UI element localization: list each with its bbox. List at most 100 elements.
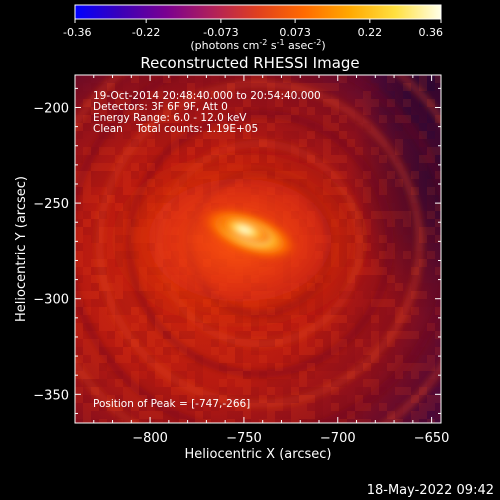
pixel-cell (171, 355, 179, 363)
pixel-cell (299, 339, 307, 347)
pixel-cell (75, 179, 83, 187)
pixel-cell (219, 395, 227, 403)
pixel-cell (395, 411, 403, 419)
pixel-cell (387, 195, 395, 203)
pixel-cell (139, 115, 147, 123)
pixel-cell (115, 411, 123, 419)
pixel-cell (323, 115, 331, 123)
x-tick-label: −700 (320, 431, 356, 446)
pixel-cell (403, 251, 411, 259)
pixel-cell (139, 331, 147, 339)
pixel-cell (291, 115, 299, 123)
flare-source (200, 206, 299, 261)
pixel-cell (363, 363, 371, 371)
pixel-cell (235, 379, 243, 387)
colorbar-units: (photons cm-2 s-1 asec-2) (190, 38, 325, 52)
pixel-cell (203, 91, 211, 99)
pixel-cell (379, 339, 387, 347)
pixel-cell (235, 83, 243, 91)
pixel-cell (331, 115, 339, 123)
pixel-cell (331, 363, 339, 371)
pixel-cell (171, 331, 179, 339)
pixel-cell (83, 147, 91, 155)
pixel-cell (347, 99, 355, 107)
pixel-cell (419, 163, 427, 171)
pixel-cell (155, 155, 163, 163)
pixel-cell (427, 139, 435, 147)
pixel-cell (291, 411, 299, 419)
info-line-time: 19-Oct-2014 20:48:40.000 to 20:54:40.000 (93, 90, 321, 102)
pixel-cell (91, 363, 99, 371)
pixel-cell (379, 243, 387, 251)
pixel-cell (307, 363, 315, 371)
pixel-cell (195, 91, 203, 99)
pixel-cell (379, 283, 387, 291)
pixel-cell (243, 139, 251, 147)
pixel-cell (291, 347, 299, 355)
pixel-cell (395, 195, 403, 203)
pixel-cell (339, 75, 347, 83)
pixel-cell (315, 395, 323, 403)
pixel-cell (139, 395, 147, 403)
pixel-cell (379, 403, 387, 411)
pixel-cell (291, 99, 299, 107)
pixel-cell (331, 339, 339, 347)
pixel-cell (315, 83, 323, 91)
chart-title: Reconstructed RHESSI Image (140, 54, 359, 72)
pixel-cell (163, 395, 171, 403)
pixel-cell (115, 291, 123, 299)
pixel-cell (275, 99, 283, 107)
pixel-cell (171, 123, 179, 131)
pixel-cell (227, 347, 235, 355)
pixel-cell (75, 171, 83, 179)
pixel-cell (75, 347, 83, 355)
pixel-cell (355, 179, 363, 187)
pixel-cell (115, 403, 123, 411)
pixel-cell (139, 147, 147, 155)
pixel-cell (363, 187, 371, 195)
pixel-cell (251, 395, 259, 403)
pixel-cell (283, 347, 291, 355)
pixel-cell (371, 195, 379, 203)
pixel-cell (115, 187, 123, 195)
pixel-cell (99, 355, 107, 363)
pixel-cell (339, 323, 347, 331)
pixel-cell (147, 371, 155, 379)
pixel-cell (403, 363, 411, 371)
pixel-cell (371, 99, 379, 107)
pixel-cell (299, 323, 307, 331)
pixel-cell (387, 275, 395, 283)
pixel-cell (403, 387, 411, 395)
pixel-cell (91, 227, 99, 235)
pixel-cell (187, 363, 195, 371)
pixel-cell (243, 331, 251, 339)
pixel-cell (83, 363, 91, 371)
pixel-cell (227, 339, 235, 347)
pixel-cell (427, 395, 435, 403)
pixel-cell (315, 131, 323, 139)
pixel-cell (171, 387, 179, 395)
pixel-cell (387, 187, 395, 195)
pixel-cell (219, 75, 227, 83)
pixel-cell (99, 379, 107, 387)
y-tick-label: −350 (33, 388, 69, 403)
pixel-cell (323, 379, 331, 387)
pixel-cell (171, 107, 179, 115)
pixel-cell (123, 411, 131, 419)
pixel-cell (379, 115, 387, 123)
pixel-cell (411, 275, 419, 283)
pixel-cell (403, 195, 411, 203)
pixel-cell (403, 259, 411, 267)
pixel-cell (123, 179, 131, 187)
pixel-cell (131, 339, 139, 347)
pixel-cell (91, 163, 99, 171)
pixel-cell (411, 251, 419, 259)
pixel-cell (427, 187, 435, 195)
pixel-cell (435, 307, 441, 315)
pixel-cell (83, 323, 91, 331)
pixel-cell (227, 123, 235, 131)
pixel-cell (395, 371, 403, 379)
pixel-cell (371, 267, 379, 275)
pixel-cell (395, 187, 403, 195)
pixel-cell (83, 339, 91, 347)
